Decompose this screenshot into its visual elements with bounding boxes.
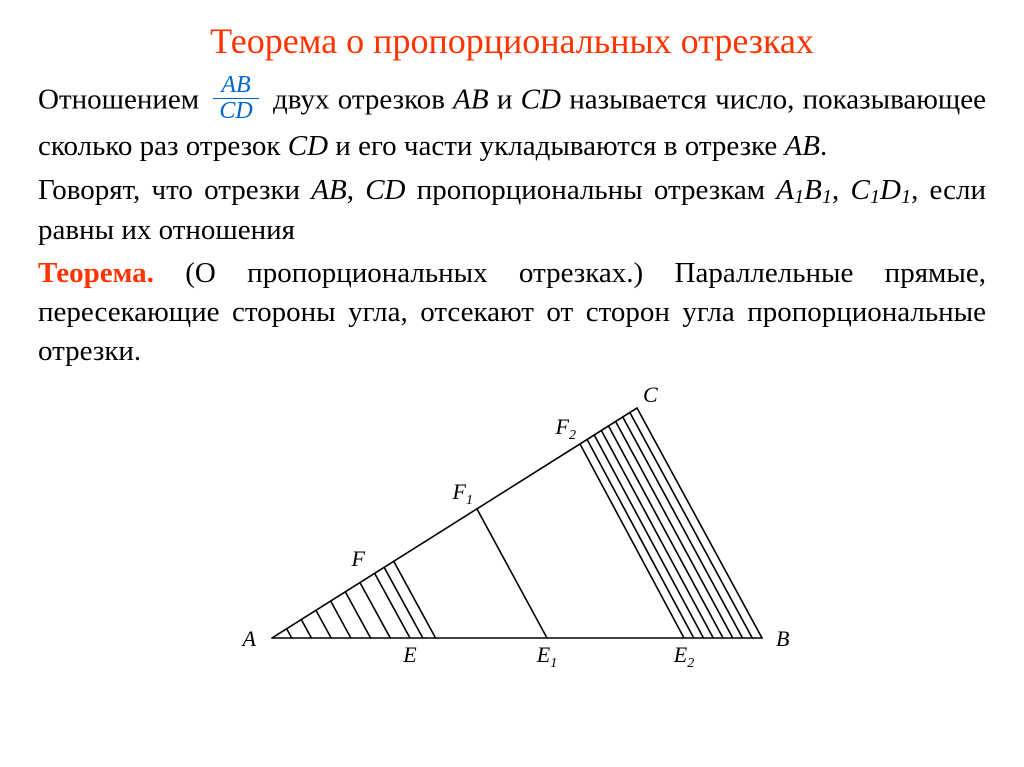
- svg-text:B: B: [776, 626, 789, 651]
- theorem-text: (О пропорциональных отрезках.) Параллель…: [38, 257, 986, 367]
- text: Отношением: [38, 83, 199, 115]
- svg-text:A: A: [241, 626, 257, 651]
- segment-ab: AB: [311, 174, 346, 206]
- segment-cd: CD: [365, 174, 405, 206]
- segment-ab: AB: [453, 83, 488, 115]
- segment-c1d1: C1D1: [851, 174, 912, 206]
- segment-cd: CD: [288, 130, 328, 162]
- text: двух отрезков: [273, 83, 453, 115]
- svg-text:E1: E1: [536, 642, 557, 668]
- diagram-container: A B C E E1 E2 F F1 F2: [38, 378, 986, 673]
- segment-ab: AB: [785, 130, 820, 162]
- svg-text:C: C: [643, 382, 658, 407]
- fraction-denominator: CD: [213, 99, 258, 124]
- svg-text:E2: E2: [673, 642, 694, 668]
- text: и: [489, 83, 521, 115]
- svg-text:F: F: [351, 546, 366, 571]
- text: .: [820, 130, 827, 162]
- svg-text:F1: F1: [452, 479, 473, 508]
- fraction-ab-cd: AB CD: [213, 73, 258, 124]
- text: пропорциональны отрезкам: [406, 174, 777, 206]
- svg-text:F2: F2: [555, 414, 576, 443]
- theorem-label: Теорема.: [38, 257, 154, 289]
- text: ,: [347, 174, 365, 206]
- text: ,: [832, 174, 850, 206]
- text: и его части укладываются в отрезке: [328, 130, 784, 162]
- paragraph-definition: Отношением AB CD двух отрезков AB и CD н…: [38, 76, 986, 167]
- segment-a1b1: A1B1: [776, 174, 832, 206]
- paragraph-proportional: Говорят, что отрезки AB, CD пропорционал…: [38, 171, 986, 251]
- svg-text:E: E: [402, 642, 417, 667]
- geometry-diagram: A B C E E1 E2 F F1 F2: [232, 378, 792, 668]
- paragraph-theorem: Теорема. (О пропорциональных отрезках.) …: [38, 254, 986, 371]
- page-title: Теорема о пропорциональных отрезках: [38, 20, 986, 62]
- fraction-numerator: AB: [213, 73, 258, 99]
- segment-cd: CD: [521, 83, 561, 115]
- text: Говорят, что отрезки: [38, 174, 311, 206]
